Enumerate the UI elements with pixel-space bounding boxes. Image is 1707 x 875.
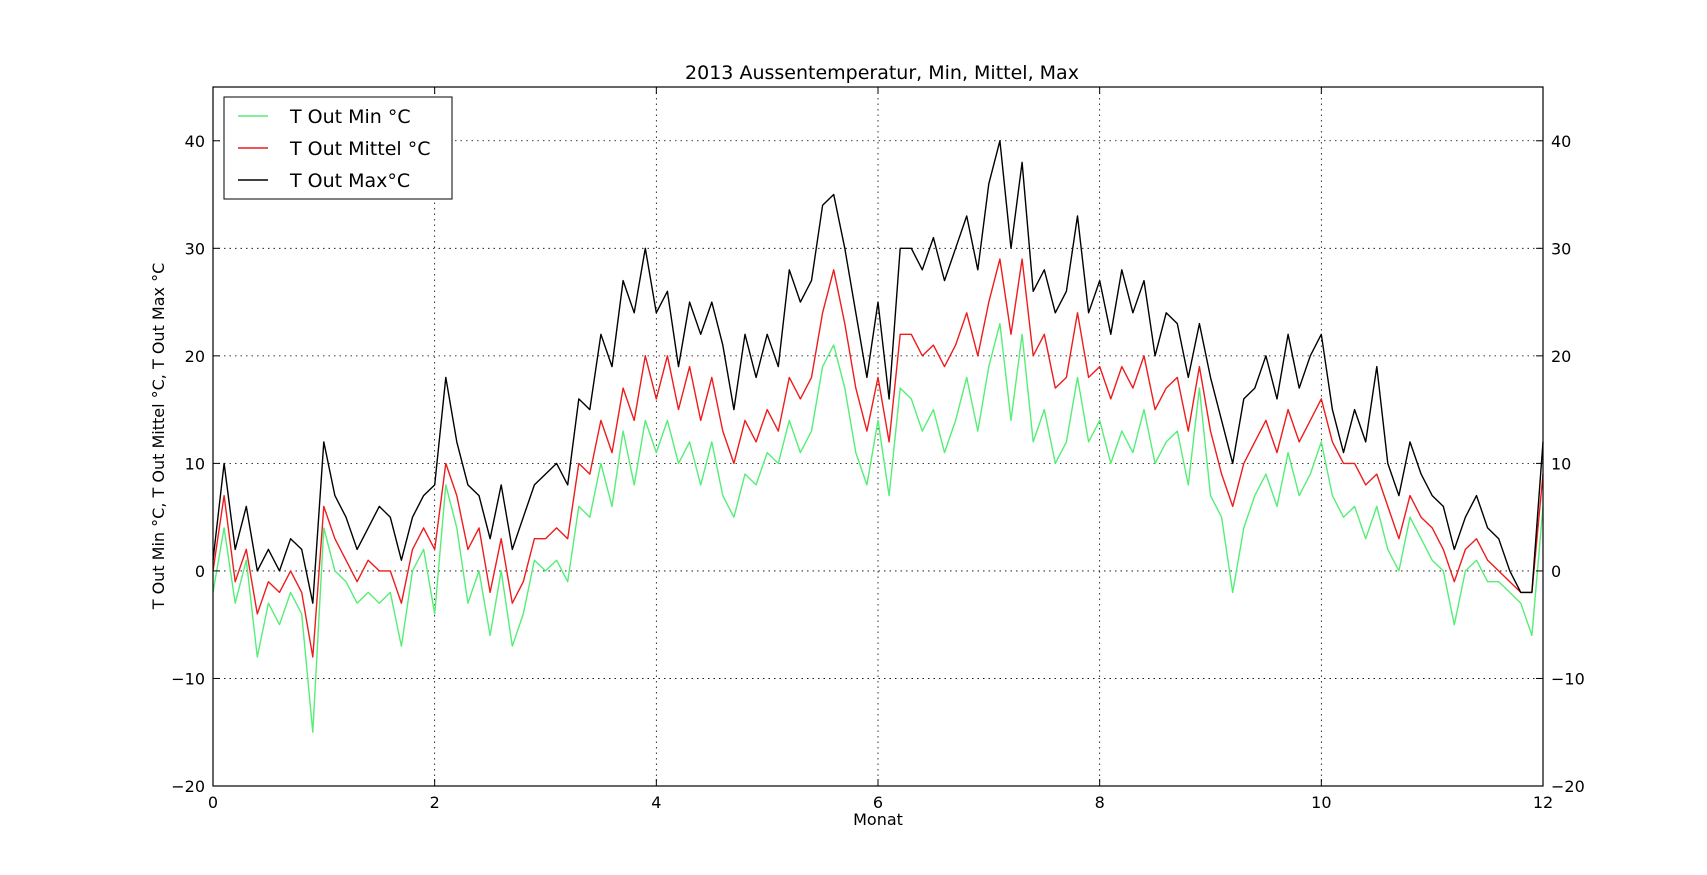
series-line-2	[212, 140, 1544, 604]
y-tick-label-right: 10	[1551, 454, 1571, 473]
y-tick-label: −20	[171, 777, 205, 796]
x-tick-label: 10	[1311, 793, 1331, 812]
grid-lines	[213, 87, 1543, 786]
y-tick-label-right: 20	[1551, 347, 1571, 366]
x-tick-label: 12	[1533, 793, 1553, 812]
legend: T Out Min °C T Out Mittel °C T Out Max°C	[223, 96, 453, 200]
y-tick-label: 40	[185, 132, 205, 151]
x-tick-label: 0	[208, 793, 218, 812]
y-tick-label: −10	[171, 669, 205, 688]
y-tick-label-right: −10	[1551, 669, 1585, 688]
x-axis-label: Monat	[853, 810, 903, 829]
legend-label: T Out Min °C	[289, 106, 411, 128]
y-tick-label-right: 40	[1551, 132, 1571, 151]
chart-title: 2013 Aussentemperatur, Min, Mittel, Max	[685, 62, 1079, 84]
x-tick-label: 6	[873, 793, 883, 812]
y-tick-label: 10	[185, 454, 205, 473]
x-tick-label: 2	[430, 793, 440, 812]
legend-label: T Out Max°C	[289, 170, 410, 192]
series-lines	[212, 140, 1544, 733]
legend-label: T Out Mittel °C	[289, 138, 430, 160]
y-axis-label: T Out Min °C, T Out Mittel °C, T Out Max…	[149, 263, 168, 611]
series-line-1	[212, 258, 1544, 658]
y-tick-label-right: −20	[1551, 777, 1585, 796]
y-tick-label: 30	[185, 239, 205, 258]
x-tick-label: 4	[651, 793, 661, 812]
y-tick-label: 20	[185, 347, 205, 366]
y-tick-label: 0	[195, 562, 205, 581]
series-line-0	[212, 322, 1544, 733]
y-tick-label-right: 30	[1551, 239, 1571, 258]
y-tick-label-right: 0	[1551, 562, 1561, 581]
x-tick-label: 8	[1095, 793, 1105, 812]
